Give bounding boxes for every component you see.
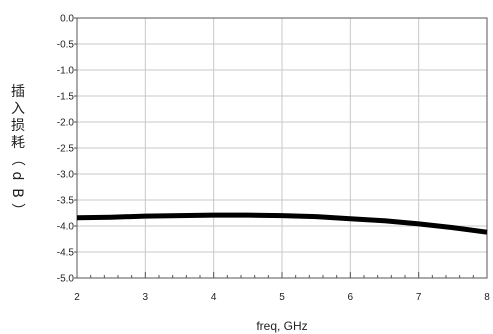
y-axis-label-char: 插: [11, 84, 25, 100]
x-tick-label: 2: [74, 292, 80, 303]
insertion-loss-line: [76, 212, 488, 235]
grid: [76, 17, 488, 279]
y-axis: 0.0 -0.5 -1.0 -1.5 -2.0 -2.5 -3.0 -3.5 -4.0 -4.5 -…: [57, 14, 77, 285]
y-tick-label: -3.5: [57, 196, 75, 207]
y-tick-label: -3.0: [57, 170, 75, 181]
y-axis-label-char: d: [9, 172, 25, 181]
y-axis-label-char: 损: [11, 118, 25, 134]
x-axis: 2 3 4 5 6 7 8: [74, 272, 490, 303]
y-axis-label-char: 入: [11, 101, 25, 117]
y-tick-label: -5.0: [57, 274, 75, 285]
y-tick-label: -0.5: [57, 40, 75, 51]
y-tick-label: -4.0: [57, 222, 75, 233]
y-tick-label: -2.0: [57, 118, 75, 129]
y-tick-label: -4.5: [57, 248, 75, 259]
x-tick-label: 6: [348, 292, 354, 303]
y-axis-label-char: （: [9, 152, 25, 166]
x-axis-label: freq, GHz: [256, 319, 307, 333]
series-group: [76, 212, 488, 235]
y-tick-label: -1.0: [57, 66, 75, 77]
x-tick-label: 4: [211, 292, 217, 303]
x-tick-label: 8: [484, 292, 490, 303]
x-tick-label: 5: [279, 292, 285, 303]
y-axis-label-char: B: [9, 188, 25, 198]
y-tick-label: 0.0: [60, 14, 74, 25]
y-axis-label-char: 耗: [11, 135, 25, 151]
x-tick-label: 7: [416, 292, 422, 303]
y-tick-label: -2.5: [57, 144, 75, 155]
y-tick-label: -1.5: [57, 92, 75, 103]
y-axis-label-char: ）: [9, 203, 25, 217]
x-tick-label: 3: [143, 292, 149, 303]
